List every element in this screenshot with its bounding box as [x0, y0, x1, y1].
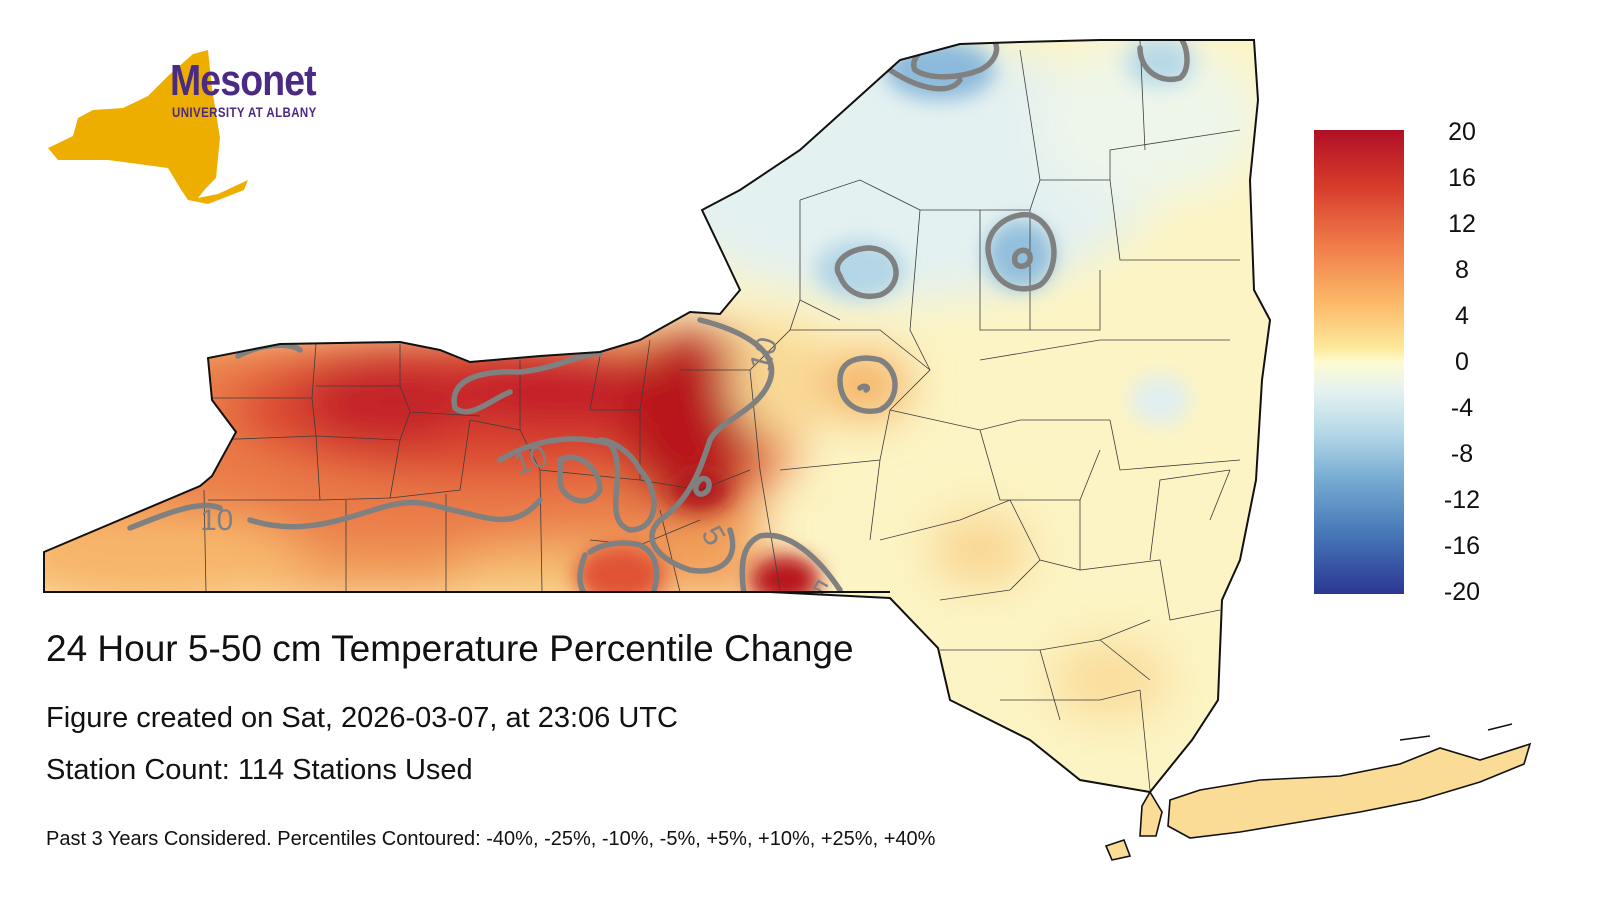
colorbar-tick-label: 0 [1455, 348, 1469, 376]
created-timestamp: Figure created on Sat, 2026-03-07, at 23… [46, 702, 678, 734]
colorbar-tick-label: -12 [1443, 486, 1481, 514]
logo-mesonet-text: Mesonet [170, 56, 317, 105]
station-count: Station Count: 114 Stations Used [46, 754, 473, 786]
colorbar-tick-label: -8 [1450, 440, 1474, 468]
colorbar-tick-label: -16 [1443, 532, 1481, 560]
staten-island [1104, 838, 1132, 861]
county-lines [203, 40, 1241, 791]
colorbar-tick-label: 12 [1448, 210, 1476, 238]
colorbar [1314, 130, 1404, 594]
contour-label: 10 [200, 504, 233, 537]
ny-state-outline [43, 39, 1272, 794]
contour-lines [127, 40, 1190, 603]
logo-university-text: UNIVERSITY AT ALBANY [172, 104, 317, 120]
nys-state-shape-icon [48, 50, 248, 204]
logo-nys-text: NYS [82, 56, 153, 105]
long-island [1167, 742, 1532, 839]
nys-mesonet-logo [48, 50, 248, 204]
colorbar-tick-label: -4 [1450, 394, 1474, 422]
colorbar-tick-label: 4 [1455, 302, 1469, 330]
colorbar-tick-label: 20 [1448, 118, 1476, 146]
contour-note: Past 3 Years Considered. Percentiles Con… [46, 828, 936, 850]
colorbar-tick-label: 16 [1448, 164, 1476, 192]
manhattan-bronx [1139, 790, 1163, 837]
colorbar-tick-label: -20 [1443, 578, 1481, 606]
island-forks [1399, 723, 1513, 741]
colorbar-tick-label: 8 [1455, 256, 1469, 284]
figure-title: 24 Hour 5-50 cm Temperature Percentile C… [46, 628, 854, 669]
